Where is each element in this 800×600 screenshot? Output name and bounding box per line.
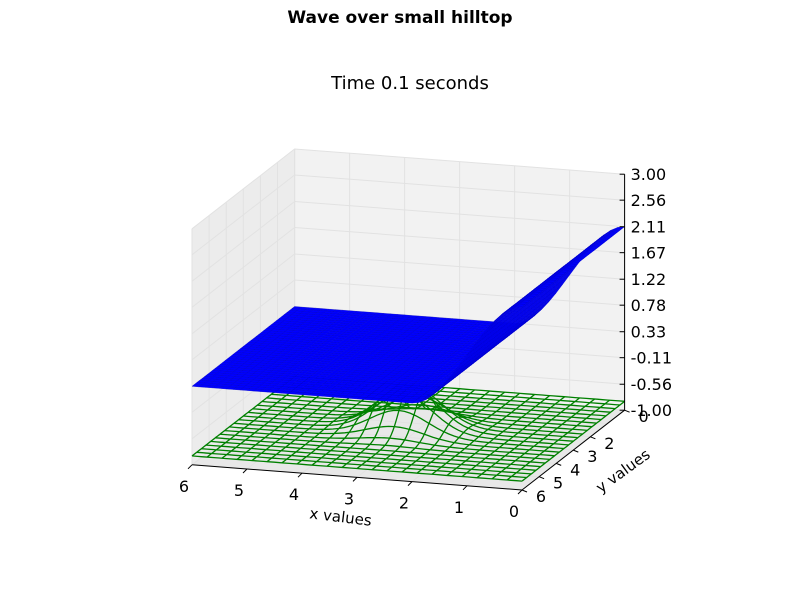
wireframe-line (205, 444, 537, 471)
z-tick-label: 0.33 (631, 323, 667, 342)
y-gridline (259, 175, 591, 438)
surface-facet (514, 304, 526, 308)
x-tick-mark (517, 489, 523, 495)
x-tick-label: 0 (509, 502, 519, 521)
z-tick-label: -0.56 (631, 375, 672, 394)
figure-title: Wave over small hilltop (287, 8, 513, 28)
blue-wave-surface (191, 226, 626, 404)
wireframe-line (233, 409, 565, 450)
z-tick-label: -1.00 (631, 401, 672, 420)
x-tick-mark (352, 477, 358, 482)
wireframe-line (210, 440, 541, 468)
x-tick-mark (187, 464, 193, 470)
x-tick-mark (462, 485, 468, 491)
y-tick-label: 6 (536, 487, 546, 506)
x-tick-mark (242, 468, 248, 474)
y-tick-mark (573, 449, 579, 453)
z-tick-label: 2.11 (631, 218, 667, 237)
wireframe-line (215, 437, 546, 464)
y-tick-mark (624, 409, 630, 413)
z-ticks: -1.00 -0.56 -0.11 0.33 0.78 1.22 1.67 2.11 2.56 3… (619, 165, 672, 420)
y-gridline (208, 215, 540, 478)
x-tick-label: 5 (234, 481, 244, 500)
y-tick-label: 4 (570, 460, 580, 479)
z-tick-label: 0.78 (631, 296, 667, 315)
x-tick-label: 6 (179, 477, 189, 496)
y-axis-label: y values (593, 445, 654, 496)
wireframe-line (219, 433, 551, 461)
wireframe-line (229, 425, 560, 453)
x-tick-label: 1 (454, 498, 464, 517)
wireframe-line (224, 429, 555, 457)
wireframe-line (196, 451, 527, 479)
y-tick-label: 5 (553, 474, 563, 493)
z-tick-label: 3.00 (631, 165, 667, 184)
z-tick-label: 1.67 (631, 244, 667, 263)
y-tick-label: 3 (587, 447, 597, 466)
y-tick-mark (538, 476, 545, 480)
x-tick-label: 3 (344, 489, 354, 508)
y-tick-mark (521, 489, 528, 493)
axes-title: Time 0.1 seconds (331, 73, 489, 94)
wireframe-line (201, 448, 532, 475)
y-tick-label: 2 (604, 434, 614, 453)
y-gridline (242, 188, 574, 451)
z-tick-label: -0.11 (631, 349, 672, 368)
y-tick-mark (556, 462, 562, 466)
x-tick-label: 4 (289, 485, 299, 504)
x-ticks: 0 1 2 3 4 5 6 (179, 464, 523, 521)
x-axis-label: x values (309, 504, 373, 529)
x-tick-mark (407, 481, 413, 486)
wireframe-line (191, 455, 523, 482)
z-tick-label: 2.56 (631, 191, 667, 210)
x-tick-label: 2 (399, 494, 409, 513)
y-tick-mark (590, 436, 596, 440)
z-tick-label: 1.22 (631, 270, 667, 289)
x-tick-mark (297, 472, 303, 478)
y-tick-label: 0 (639, 407, 649, 426)
